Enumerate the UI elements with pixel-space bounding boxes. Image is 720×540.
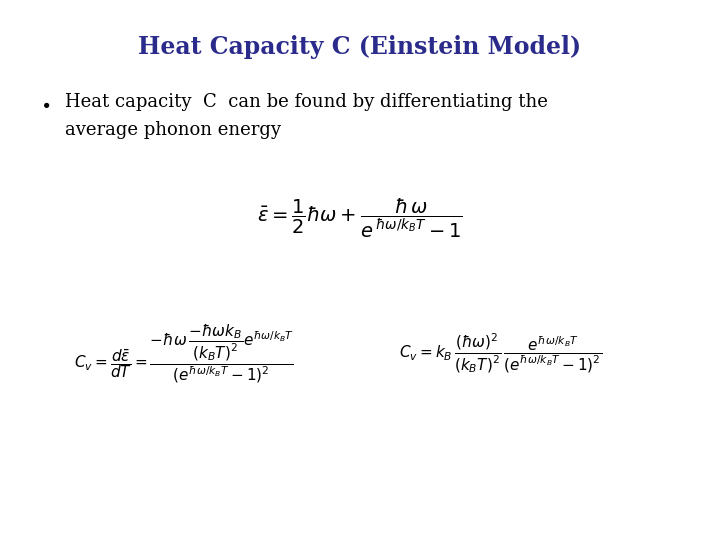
Text: average phonon energy: average phonon energy <box>65 121 281 139</box>
Text: $\bullet$: $\bullet$ <box>40 94 50 112</box>
Text: $\bar{\varepsilon} = \dfrac{1}{2}\hbar\omega + \dfrac{\hbar\,\omega}{e^{\,\hbar\: $\bar{\varepsilon} = \dfrac{1}{2}\hbar\o… <box>257 197 463 240</box>
Text: Heat Capacity C (Einstein Model): Heat Capacity C (Einstein Model) <box>138 35 582 59</box>
Text: $C_v = \dfrac{d\bar{\varepsilon}}{dT} = \dfrac{-\hbar\omega\,\dfrac{-\hbar\omega: $C_v = \dfrac{d\bar{\varepsilon}}{dT} = … <box>73 322 294 385</box>
Text: $C_v = k_B\,\dfrac{(\hbar\omega)^2}{(k_BT)^2}\,\dfrac{e^{\hbar\omega/k_BT}}{\lef: $C_v = k_B\,\dfrac{(\hbar\omega)^2}{(k_B… <box>399 332 602 375</box>
Text: Heat capacity  C  can be found by differentiating the: Heat capacity C can be found by differen… <box>65 93 548 111</box>
